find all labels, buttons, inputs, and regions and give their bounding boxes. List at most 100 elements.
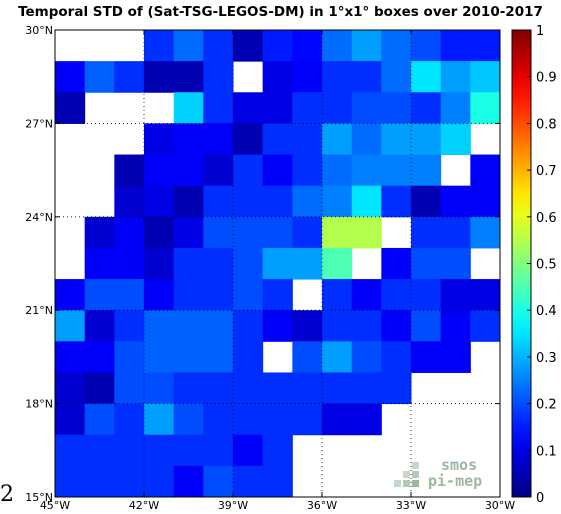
heatmap-cell xyxy=(233,279,264,311)
heatmap-cell xyxy=(262,154,293,187)
heatmap-cell xyxy=(114,279,145,311)
heatmap-cell xyxy=(84,216,115,249)
heatmap-cell xyxy=(411,30,442,62)
heatmap-cell xyxy=(322,92,353,124)
heatmap-cell xyxy=(173,465,204,498)
heatmap-cell xyxy=(292,61,323,93)
smos-pi-mep-logo: smos pi-mep xyxy=(394,456,482,490)
heatmap-cell xyxy=(322,372,353,405)
heatmap-cell xyxy=(292,247,323,280)
heatmap-cell xyxy=(203,310,234,342)
heatmap-cell xyxy=(262,185,293,218)
y-axis-ticks: 30°N 27°N 24°N 21°N 18°N 15°N xyxy=(25,24,500,504)
heatmap-cell xyxy=(84,372,115,405)
heatmap-cell xyxy=(381,92,412,124)
heatmap-cell xyxy=(351,279,382,311)
heatmap-cell xyxy=(470,92,501,124)
heatmap-cell xyxy=(55,279,86,311)
x-tick-label: 30°W xyxy=(485,499,515,512)
y-tick-label: 21°N xyxy=(25,304,53,317)
heatmap-cell xyxy=(203,123,234,156)
heatmap-cell xyxy=(144,61,175,93)
plot-frame xyxy=(54,29,501,498)
heatmap-cell xyxy=(203,279,234,311)
heatmap-cell xyxy=(262,372,293,405)
heatmap-cell xyxy=(411,123,442,156)
heatmap-cell xyxy=(233,341,264,373)
heatmap-cell xyxy=(55,372,86,405)
heatmap-cell xyxy=(114,154,145,187)
heatmap-cell xyxy=(381,185,412,218)
heatmap-cell xyxy=(203,30,234,62)
heatmap-cell xyxy=(470,310,501,342)
heatmap-cell xyxy=(470,154,501,187)
heatmap-cell xyxy=(262,310,293,342)
heatmap-cell xyxy=(381,30,412,62)
heatmap-cell xyxy=(55,403,86,436)
heatmap-cell xyxy=(411,92,442,124)
heatmap-cell xyxy=(84,61,115,93)
colorbar-tick-label: 0.2 xyxy=(536,398,557,413)
heatmap-cell xyxy=(173,92,204,124)
heatmap-cell xyxy=(144,403,175,436)
heatmap-cell xyxy=(381,123,412,156)
heatmap-cell xyxy=(440,123,471,156)
heatmap-cell xyxy=(203,341,234,373)
heatmap-cell xyxy=(233,123,264,156)
colorbar-tick-label: 1 xyxy=(536,24,544,39)
heatmap-cell xyxy=(114,247,145,280)
heatmap-cell xyxy=(470,216,501,249)
page-number: 2 xyxy=(0,482,14,507)
heatmap-cell xyxy=(144,247,175,280)
heatmap-cell xyxy=(411,279,442,311)
heatmap-cell xyxy=(55,92,86,124)
logo-text-smos: smos xyxy=(441,456,477,474)
heatmap-cell xyxy=(381,310,412,342)
heatmap-cell xyxy=(440,92,471,124)
heatmap-cell xyxy=(381,341,412,373)
heatmap-cell xyxy=(440,30,471,62)
heatmap-cell xyxy=(203,372,234,405)
heatmap-cell xyxy=(144,185,175,218)
heatmap-cell xyxy=(173,30,204,62)
heatmap-cell xyxy=(351,61,382,93)
heatmap-cell xyxy=(322,310,353,342)
heatmap-cell xyxy=(144,123,175,156)
heatmap-cell xyxy=(292,310,323,342)
heatmap-cell xyxy=(440,279,471,311)
chart-title: Temporal STD of (Sat-TSG-LEGOS-DM) in 1°… xyxy=(18,4,543,20)
heatmap-cell xyxy=(84,465,115,498)
heatmap-cell xyxy=(173,279,204,311)
colorbar-tick-label: 0.5 xyxy=(536,258,557,273)
colorbar-tick-label: 0.8 xyxy=(536,117,557,132)
heatmap-cell xyxy=(84,403,115,436)
heatmap-cell xyxy=(411,185,442,218)
heatmap-cell xyxy=(173,310,204,342)
heatmap-cell xyxy=(114,341,145,373)
heatmap-cell xyxy=(322,247,353,280)
heatmap-cell xyxy=(440,216,471,249)
heatmap-cell xyxy=(381,372,412,405)
heatmap-cell xyxy=(114,61,145,93)
heatmap-cell xyxy=(292,216,323,249)
heatmap-cell xyxy=(351,372,382,405)
heatmap-cell xyxy=(144,216,175,249)
heatmap-cell xyxy=(292,92,323,124)
heatmap-cell xyxy=(203,185,234,218)
colorbar-tick-label: 0.3 xyxy=(536,351,557,366)
heatmap-cell xyxy=(322,185,353,218)
heatmap-cell xyxy=(470,61,501,93)
heatmap-cell xyxy=(203,403,234,436)
heatmap-cell xyxy=(440,247,471,280)
heatmap-cell xyxy=(144,279,175,311)
heatmap-cell xyxy=(440,185,471,218)
heatmap-cell xyxy=(292,403,323,436)
heatmap-cell xyxy=(203,61,234,93)
heatmap-cell xyxy=(173,154,204,187)
heatmap-cell xyxy=(55,61,86,93)
heatmap-cell xyxy=(173,123,204,156)
heatmap-cell xyxy=(114,310,145,342)
heatmap-cell xyxy=(114,185,145,218)
colorbar-ticks: 0 0.1 0.2 0.3 0.4 0.5 0.6 0.7 0.8 0.9 1 xyxy=(527,24,557,506)
